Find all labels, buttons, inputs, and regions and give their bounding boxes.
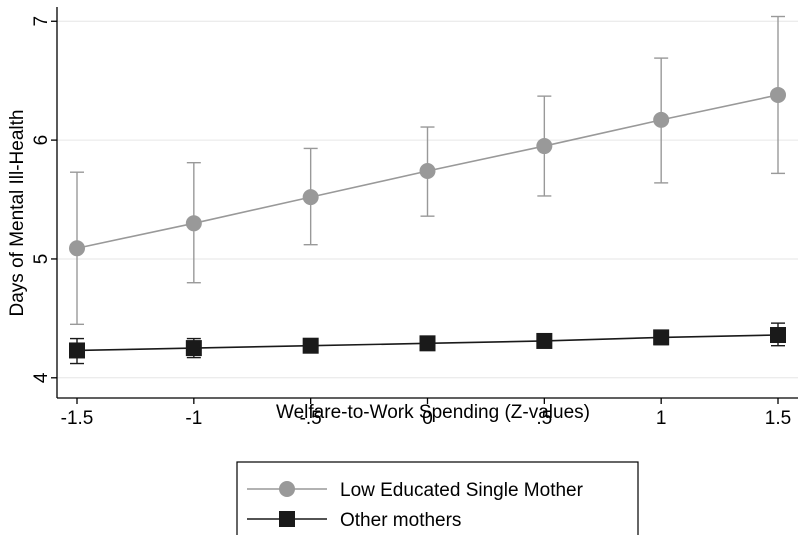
x-tick-label: -1: [185, 408, 202, 429]
data-point: [302, 189, 319, 206]
x-tick-label: 1: [656, 408, 667, 429]
legend-marker: [279, 511, 295, 527]
x-tick-label: -1.5: [61, 408, 94, 429]
y-ticks: 4 5 6 7: [31, 16, 57, 383]
series-other-mothers: [69, 322, 786, 365]
data-point: [653, 329, 670, 346]
data-point: [770, 327, 786, 344]
y-axis-title: Days of Mental Ill-Health: [7, 110, 28, 317]
x-tick-label: -.5: [300, 408, 322, 429]
legend-label: Other mothers: [340, 510, 461, 531]
y-tick-label: 4: [31, 372, 52, 383]
legend-label: Low Educated Single Mother: [340, 480, 584, 501]
data-point: [419, 335, 436, 352]
x-tick-label: 1.5: [765, 408, 791, 429]
data-point: [770, 86, 786, 103]
legend-marker: [279, 481, 295, 497]
data-point: [185, 215, 202, 232]
x-tick-label: .5: [536, 408, 552, 429]
series-layer: [69, 15, 786, 365]
data-point: [653, 111, 670, 128]
y-tick-label: 6: [31, 135, 52, 146]
y-tick-label: 5: [31, 254, 52, 265]
x-ticks: -1.5 -1 -.5 0 .5 1 1.5: [61, 398, 791, 429]
series-low-educated-single-mother: [69, 15, 786, 326]
data-point: [302, 337, 319, 354]
x-axis-title: Welfare-to-Work Spending (Z-values): [276, 402, 590, 423]
data-point: [419, 163, 436, 180]
legend: Low Educated Single Mother Other mothers: [236, 461, 639, 535]
data-point: [536, 332, 553, 349]
data-point: [69, 342, 85, 359]
data-point: [185, 340, 202, 357]
y-tick-label: 7: [31, 16, 52, 27]
x-tick-label: 0: [422, 408, 433, 429]
data-point: [69, 240, 85, 257]
data-point: [536, 138, 553, 155]
legend-box: [236, 461, 639, 535]
